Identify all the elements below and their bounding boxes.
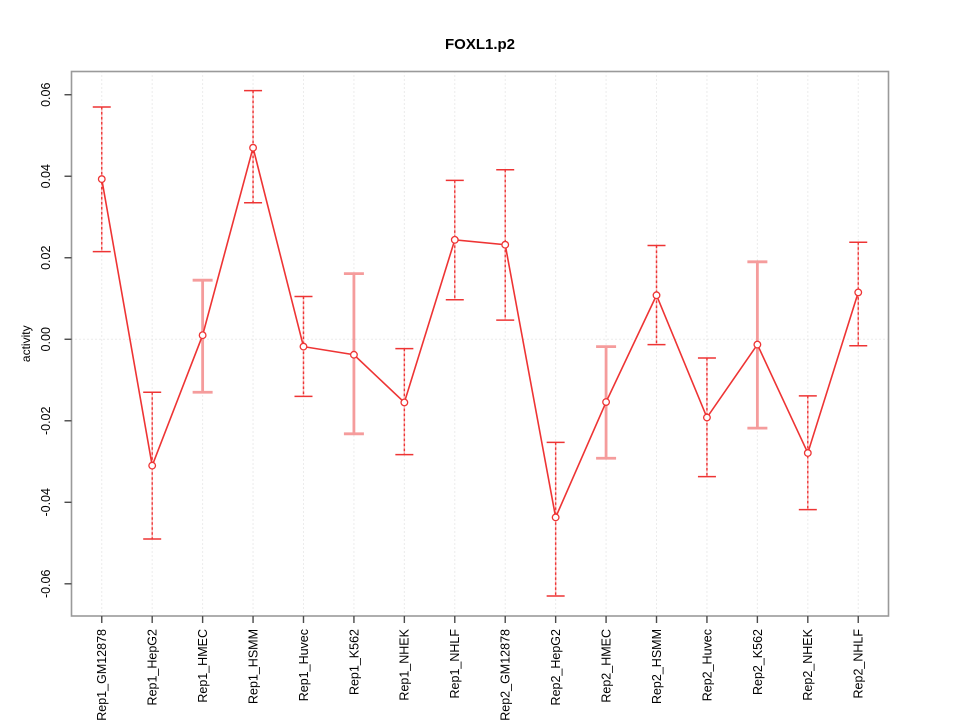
y-tick-label: 0.04 bbox=[39, 164, 53, 188]
plot-box bbox=[70, 70, 890, 617]
x-tick-label: Rep2_K562 bbox=[751, 629, 765, 695]
x-tick-label: Rep2_NHLF bbox=[852, 629, 866, 699]
data-point bbox=[753, 340, 762, 349]
data-point bbox=[450, 235, 459, 244]
chart-title: FOXL1.p2 bbox=[444, 36, 515, 53]
y-tick-label: 0.00 bbox=[39, 327, 53, 351]
x-tick-label: Rep1_HepG2 bbox=[146, 629, 160, 705]
x-tick-label: Rep1_Huvec bbox=[297, 629, 311, 701]
x-tick-label: Rep2_HSMM bbox=[650, 629, 664, 704]
x-tick-label: Rep2_HepG2 bbox=[549, 629, 563, 705]
x-tick-label: Rep1_HSMM bbox=[246, 629, 260, 704]
data-point bbox=[551, 513, 560, 522]
x-tick-label: Rep2_Huvec bbox=[700, 629, 714, 701]
series-line bbox=[100, 144, 860, 521]
data-point bbox=[198, 331, 207, 340]
data-point bbox=[803, 449, 812, 457]
y-tick-label: 0.02 bbox=[39, 246, 53, 270]
y-tick-label: -0.04 bbox=[39, 488, 53, 517]
x-tick-label: Rep1_NHEK bbox=[398, 628, 412, 700]
y-axis-title: activity bbox=[19, 325, 33, 362]
data-point bbox=[501, 240, 510, 249]
data-point bbox=[652, 291, 661, 300]
x-tick-label: Rep2_GM12878 bbox=[499, 629, 513, 720]
data-point bbox=[148, 461, 157, 470]
data-point bbox=[602, 398, 611, 406]
x-tick-label: Rep2_HMEC bbox=[599, 629, 613, 703]
data-point bbox=[400, 398, 409, 407]
data-point bbox=[854, 288, 863, 297]
data-point bbox=[249, 143, 258, 152]
x-tick-label: Rep1_HMEC bbox=[196, 629, 210, 703]
x-tick-label: Rep2_NHEK bbox=[801, 628, 815, 700]
data-point bbox=[97, 175, 106, 184]
data-point bbox=[349, 350, 358, 359]
y-tick-label: -0.02 bbox=[39, 406, 53, 435]
x-tick-label: Rep1_GM12878 bbox=[95, 629, 109, 720]
y-tick-label: 0.06 bbox=[39, 83, 53, 107]
y-tick-label: -0.06 bbox=[39, 570, 53, 599]
x-tick-label: Rep1_K562 bbox=[347, 629, 361, 695]
data-point bbox=[702, 413, 711, 422]
x-tick-label: Rep1_NHLF bbox=[448, 629, 462, 699]
data-point bbox=[299, 342, 308, 351]
